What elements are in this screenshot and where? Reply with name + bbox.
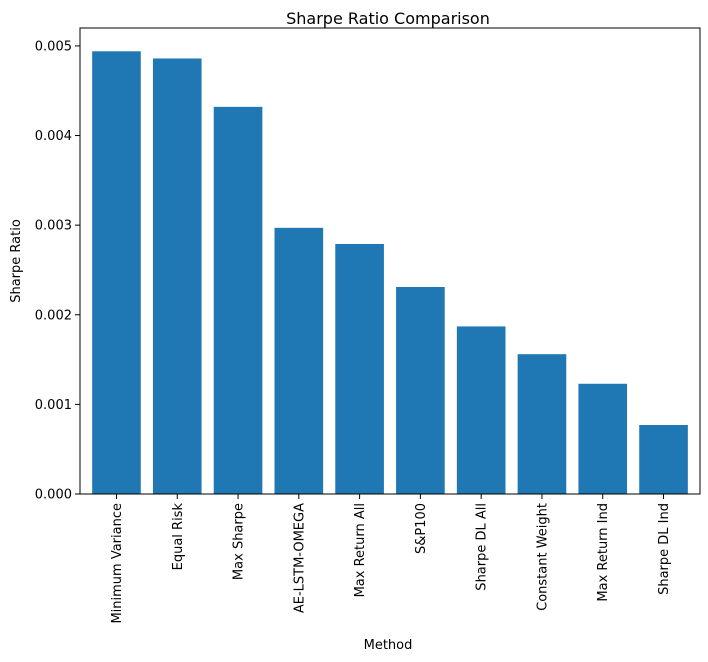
x-tick-label: S&P100 — [414, 503, 429, 554]
bar — [396, 286, 445, 494]
x-tick-label: Max Return All — [353, 503, 368, 597]
y-tick-label: 0.005 — [35, 39, 72, 54]
chart-title: Sharpe Ratio Comparison — [286, 9, 490, 28]
x-tick-label: Max Return Ind — [596, 503, 611, 602]
x-tick-label: Equal Risk — [171, 503, 186, 571]
plot-frame — [79, 27, 701, 495]
bars-group — [92, 51, 688, 495]
y-tick-label: 0.001 — [35, 398, 72, 413]
x-axis-label: Method — [364, 638, 413, 653]
y-tick-label: 0.002 — [35, 308, 72, 323]
y-axis: 0.000 0.001 0.002 0.003 0.004 0.005 — [35, 39, 80, 503]
bar — [456, 326, 506, 494]
y-tick-label: 0.003 — [35, 219, 72, 234]
bar — [335, 243, 384, 494]
x-tick-label: Minimum Variance — [110, 503, 125, 624]
bar — [274, 227, 324, 494]
x-axis: Minimum Variance Equal Risk Max Sharpe AE-L… — [110, 494, 672, 624]
y-axis-label: Sharpe Ratio — [9, 219, 24, 303]
x-tick-label: AE-LSTM-OMEGA — [292, 503, 307, 613]
y-tick-label: 0.000 — [35, 488, 72, 503]
bar — [213, 106, 263, 495]
bar — [578, 383, 628, 494]
bar — [92, 51, 141, 495]
x-tick-label: Max Sharpe — [232, 503, 247, 580]
bar — [517, 354, 567, 494]
x-tick-label: Sharpe DL All — [475, 503, 490, 591]
bar — [152, 58, 202, 494]
bar — [639, 425, 688, 494]
y-tick-label: 0.004 — [35, 129, 72, 144]
x-tick-label: Sharpe DL Ind — [657, 503, 672, 595]
x-tick-label: Constant Weight — [535, 503, 550, 611]
